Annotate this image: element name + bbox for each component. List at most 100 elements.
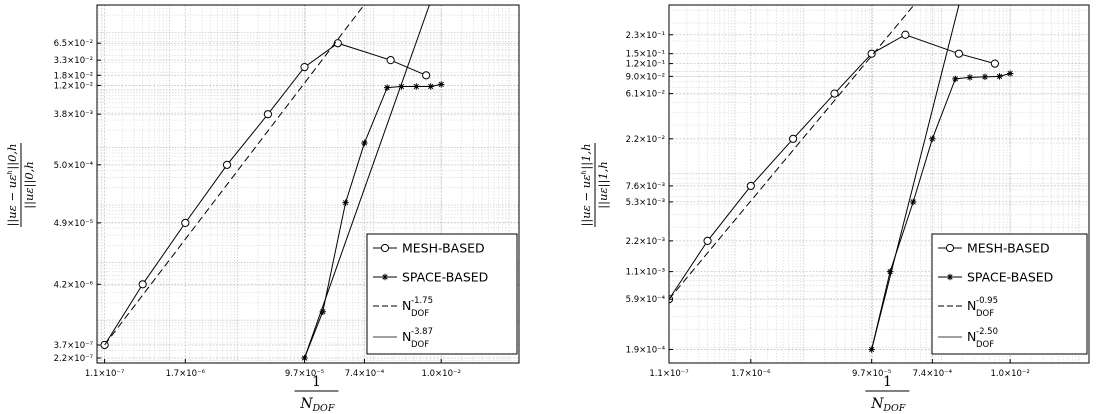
y-tick-label: 1.9×10⁻⁴: [626, 345, 666, 355]
x-tick-label: 9.7×10⁻⁵: [852, 369, 891, 379]
data-point: [954, 49, 964, 58]
y-tick-label: 1.2×10⁻¹: [626, 60, 665, 70]
x-axis-label: 1 N DOF: [294, 374, 339, 414]
data-point: [222, 160, 232, 169]
data-point: [427, 83, 434, 90]
legend-marker: [381, 273, 389, 281]
x-tick-label: 1.7×10⁻⁶: [166, 369, 206, 379]
y-tick-label: 3.8×10⁻³: [54, 110, 93, 120]
data-point: [386, 56, 395, 65]
y-tick-label: 1.5×10⁻¹: [626, 50, 665, 60]
data-point: [333, 39, 342, 48]
y-axis-label-numerator: ||uε − uεʰ||1,h: [579, 144, 594, 227]
data-point: [788, 134, 798, 143]
legend-label-subscript: DOF: [411, 340, 429, 350]
data-point: [867, 49, 876, 58]
data-point: [422, 71, 431, 80]
chart-h1-error: 1.1×10⁻⁷ 1.7×10⁻⁶ 9.7×10⁻⁵ 7.4×10⁻⁴ 1.0×10⁻²…: [579, 4, 1090, 414]
x-tick-label: 1.1×10⁻⁷: [85, 369, 125, 379]
y-tick-label: 3.7×10⁻⁷: [54, 341, 94, 351]
legend-label: MESH-BASED: [967, 241, 1050, 256]
x-axis-label-denominator: N: [299, 396, 313, 412]
x-axis-label: 1 N DOF: [865, 374, 910, 414]
legend-label-superscript: -2.50: [976, 327, 998, 337]
x-tick-label: 1.1×10⁻⁷: [649, 369, 689, 379]
legend-label: N: [967, 298, 976, 313]
plot-frame: [668, 4, 1090, 364]
series-line-3: [304, 5, 430, 359]
y-tick-label: 6.5×10⁻²: [54, 39, 93, 49]
x-axis-label-subscript: DOF: [882, 403, 905, 414]
y-axis-label-denominator: ||uε||0,h: [22, 161, 37, 208]
y-axis-label-numerator: ||uε − uεʰ||0,h: [5, 144, 20, 227]
series-line-2: [669, 5, 915, 300]
legend-label-subscript: DOF: [411, 309, 429, 319]
legend-label: SPACE-BASED: [967, 270, 1053, 285]
legend-label: N: [967, 329, 976, 344]
x-axis-label-numerator: 1: [312, 374, 321, 390]
legend-label: SPACE-BASED: [402, 270, 488, 285]
data-point: [966, 74, 974, 81]
legend-label: MESH-BASED: [402, 241, 485, 256]
data-point: [910, 198, 917, 206]
data-point: [990, 59, 999, 68]
x-axis-label-denominator: N: [870, 396, 884, 412]
legend-box: [931, 233, 1088, 355]
legend-marker: [945, 243, 955, 253]
y-tick-label: 5.9×10⁻⁴: [626, 295, 666, 305]
data-point: [901, 30, 910, 39]
legend-label: N: [402, 298, 411, 313]
chart-l2-error: 1.1×10⁻⁷ 1.7×10⁻⁶ 9.7×10⁻⁵ 7.4×10⁻⁴ 1.0×10⁻²…: [5, 4, 520, 414]
y-axis-label: ||uε − uεʰ||1,h ||uε||1,h: [579, 143, 611, 227]
y-axis-label: ||uε − uεʰ||0,h ||uε||0,h: [5, 143, 37, 227]
plot-area: [100, 5, 445, 362]
legend-label-subscript: DOF: [976, 340, 994, 350]
y-tick-label: 2.3×10⁻¹: [626, 31, 665, 41]
series-line-3: [871, 5, 960, 350]
data-point: [868, 346, 875, 353]
y-tick-label: 6.1×10⁻²: [626, 90, 665, 100]
grid: [669, 5, 1089, 363]
series-line-2: [104, 5, 365, 346]
y-tick-label: 3.3×10⁻²: [54, 56, 93, 66]
data-point: [996, 73, 1003, 80]
data-point: [383, 84, 391, 91]
legend-label-superscript: -3.87: [411, 327, 433, 337]
data-point: [413, 83, 420, 90]
data-point: [437, 81, 445, 88]
legend-label-subscript: DOF: [976, 309, 994, 319]
data-point: [981, 73, 989, 81]
data-point: [263, 110, 273, 119]
plot-frame: [96, 4, 520, 364]
y-tick-label: 2.2×10⁻²: [626, 135, 665, 145]
legend-label-superscript: -1.75: [411, 296, 433, 306]
y-tick-label: 4.9×10⁻⁵: [54, 219, 93, 229]
legend-label-superscript: -0.95: [976, 296, 998, 306]
y-tick-label: 5.3×10⁻³: [626, 198, 665, 208]
legend-marker: [946, 273, 954, 281]
data-point: [1006, 70, 1014, 77]
plot-area: [669, 5, 1014, 353]
x-axis-label-subscript: DOF: [311, 403, 334, 414]
legend-box: [366, 233, 518, 355]
data-point: [746, 181, 755, 191]
y-axis-label-denominator: ||uε||1,h: [596, 161, 611, 208]
data-point: [361, 139, 368, 147]
y-tick-label: 2.2×10⁻⁷: [54, 354, 94, 364]
y-tick-label: 2.2×10⁻³: [626, 237, 665, 247]
y-tick-label: 4.2×10⁻⁶: [54, 280, 94, 290]
y-tick-label: 1.1×10⁻³: [626, 268, 665, 278]
x-tick-label: 7.4×10⁻⁴: [913, 369, 953, 379]
y-tick-label: 1.8×10⁻²: [54, 71, 93, 81]
y-tick-label: 5.0×10⁻⁴: [54, 161, 94, 171]
y-tick-label: 9.0×10⁻²: [626, 72, 665, 82]
data-point: [300, 62, 309, 72]
y-tick-label: 7.6×10⁻³: [626, 182, 665, 192]
x-tick-label: 1.7×10⁻⁶: [731, 369, 771, 379]
x-tick-label: 9.7×10⁻⁵: [285, 369, 324, 379]
data-point: [830, 89, 839, 98]
data-point: [703, 236, 712, 245]
legend-marker: [380, 243, 390, 253]
